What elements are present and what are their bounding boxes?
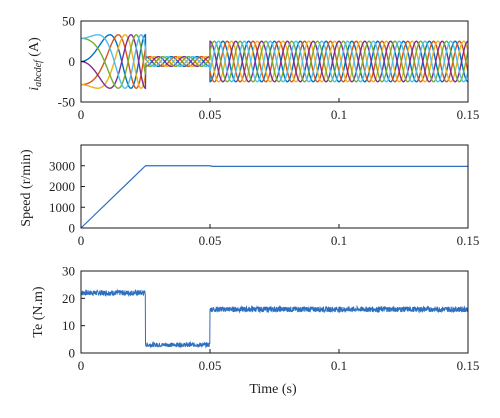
- torque-x-tick-label: 0.1: [331, 358, 347, 373]
- torque-axis-frame: [80, 270, 469, 354]
- speed-panel: 0 0.05 0.1 0.15 0 1000 2000 3000 Speed (r/min): [19, 144, 479, 248]
- torque-panel: 0 0.05 0.1 0.15 0 10 20 30 Te (N.m) Time (s): [31, 264, 479, 398]
- current-y-tick-label: 50: [62, 14, 75, 29]
- speed-line: [80, 165, 468, 229]
- speed-x-tick-label: 0: [78, 233, 85, 248]
- speed-axis-frame: [80, 144, 469, 229]
- speed-y-axis-label: Speed (r/min): [19, 149, 34, 227]
- torque-ticks: 0 0.05 0.1 0.15 0 10 20 30: [62, 264, 479, 374]
- torque-y-tick-label: 10: [62, 318, 75, 333]
- speed-y-tick-label: 1000: [49, 200, 75, 215]
- current-x-tick-label: 0.1: [331, 107, 347, 122]
- torque-y-tick-label: 0: [69, 346, 76, 361]
- torque-plot-area: [80, 288, 469, 353]
- current-y-tick-label: 0: [69, 54, 76, 69]
- torque-line: [80, 288, 469, 353]
- torque-y-tick-label: 20: [62, 291, 75, 306]
- torque-x-tick-label: 0.15: [457, 358, 480, 373]
- current-y-tick-label: -50: [58, 95, 75, 110]
- speed-plot-area: [80, 165, 468, 229]
- speed-x-tick-label: 0.05: [199, 233, 222, 248]
- current-plot-area: [81, 33, 468, 90]
- current-x-tick-label: 0.15: [457, 107, 480, 122]
- current-x-tick-label: 0: [78, 107, 85, 122]
- torque-y-tick-label: 30: [62, 264, 75, 279]
- speed-x-tick-label: 0.15: [457, 233, 480, 248]
- speed-y-tick-label: 2000: [49, 179, 75, 194]
- current-y-axis-label: iabcdef (A): [27, 37, 44, 91]
- speed-y-tick-label: 0: [69, 221, 76, 236]
- current-phase-4-line: [81, 34, 468, 90]
- current-phase-5-line: [81, 34, 468, 89]
- torque-y-axis-label: Te (N.m): [31, 286, 46, 337]
- torque-x-tick-label: 0.05: [199, 358, 222, 373]
- torque-x-tick-label: 0: [78, 358, 85, 373]
- speed-y-tick-label: 3000: [49, 158, 75, 173]
- current-phase-6-line: [81, 34, 468, 89]
- speed-x-tick-label: 0.1: [331, 233, 347, 248]
- speed-ticks: 0 0.05 0.1 0.15 0 1000 2000 3000: [49, 158, 479, 248]
- current-phase-1-line: [81, 33, 468, 89]
- x-axis-label: Time (s): [249, 382, 297, 397]
- current-x-tick-label: 0.05: [199, 107, 222, 122]
